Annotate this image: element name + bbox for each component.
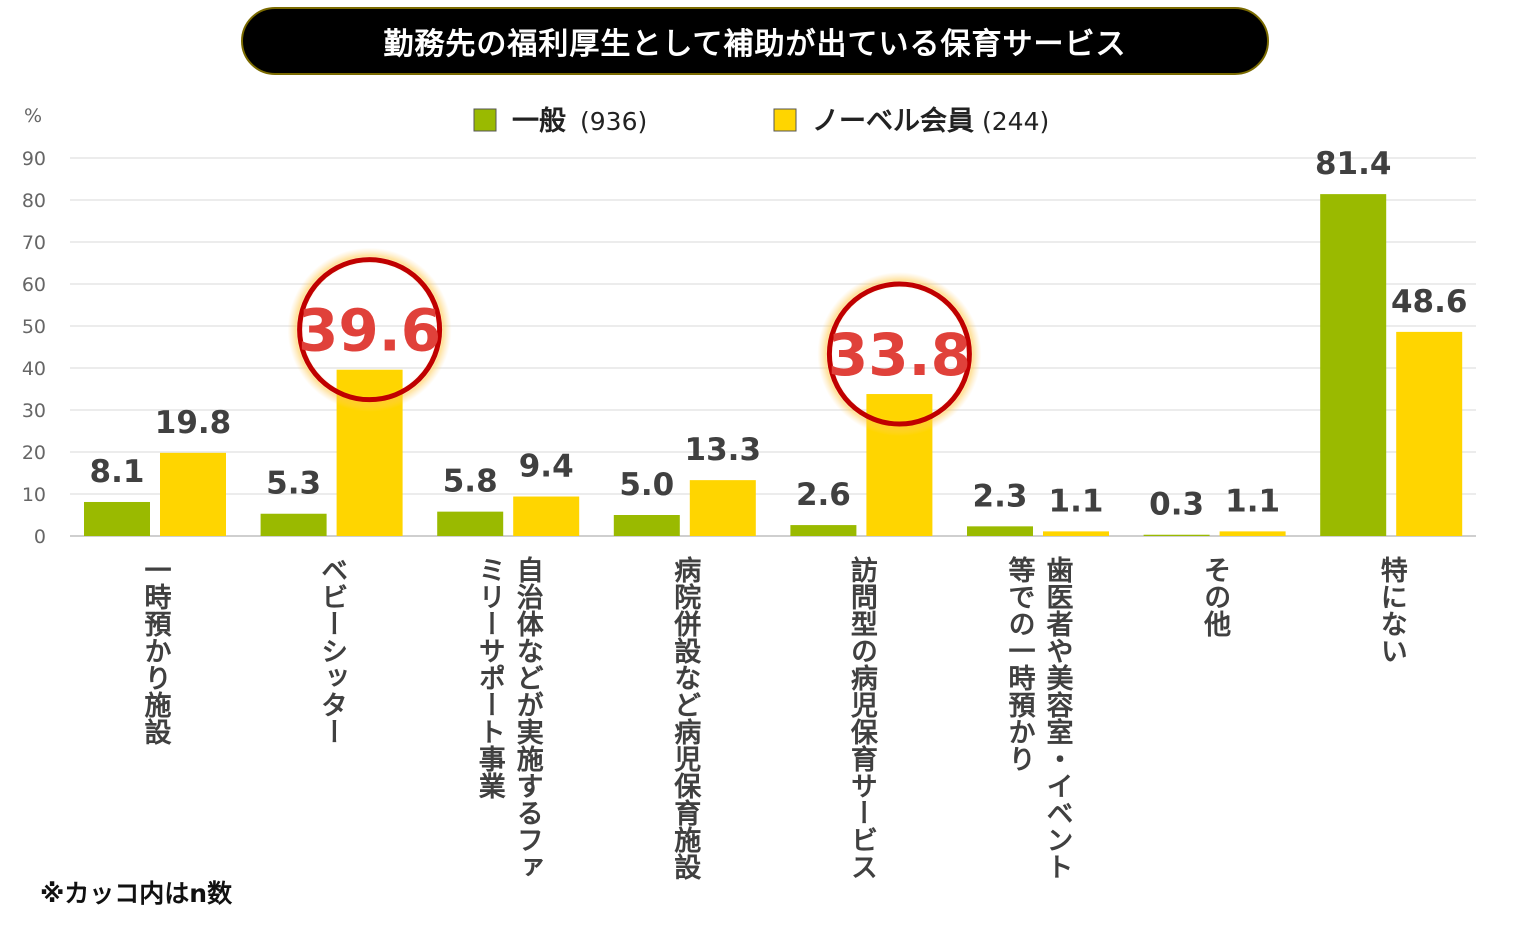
y-tick-label: 80: [22, 190, 46, 212]
value-label: 48.6: [1391, 284, 1468, 320]
value-label: 5.3: [266, 466, 321, 502]
bar-general-6: [1143, 534, 1210, 536]
value-label: 2.6: [796, 477, 851, 513]
value-label: 1.1: [1225, 483, 1280, 519]
y-axis-unit: %: [24, 105, 42, 127]
bar-member-3: [689, 480, 756, 536]
title-banner: 勤務先の福利厚生として補助が出ている保育サービス: [241, 7, 1269, 75]
value-label: 0.3: [1149, 487, 1204, 523]
bar-general-4: [790, 525, 857, 536]
category-label: 訪問型の病児保育サービス: [846, 555, 879, 880]
category-label: 等での一時預かり: [1004, 555, 1036, 772]
bar-member-0: [160, 452, 226, 536]
bar-general-2: [437, 511, 504, 536]
value-label: 8.1: [90, 454, 145, 490]
legend-count: (244): [982, 107, 1049, 136]
value-label: 9.4: [519, 449, 574, 485]
category-label: ミリーサポート事業: [474, 556, 506, 799]
highlight-circle: [297, 257, 443, 403]
highlight-glow: [817, 272, 982, 437]
category-label: 病院併設など病児保育施設: [669, 556, 702, 880]
value-label: 19.8: [155, 405, 232, 441]
legend-label: 一般: [512, 105, 566, 137]
legend-swatch-member: [773, 108, 797, 132]
value-label: 2.3: [973, 478, 1028, 514]
value-label: 13.3: [685, 432, 762, 468]
y-tick-label: 20: [22, 442, 46, 464]
bar-member-2: [513, 496, 580, 536]
bar-member-7: [1396, 331, 1463, 536]
value-label: 81.4: [1315, 146, 1392, 182]
value-label: 5.0: [619, 467, 674, 503]
category-label: 自治体などが実施するファ: [512, 555, 544, 880]
y-tick-label: 0: [34, 526, 46, 548]
footnote: ※カッコ内はn数: [40, 879, 233, 908]
value-label: 1.1: [1049, 483, 1104, 519]
category-label: 特にない: [1376, 556, 1408, 664]
chart-title: 勤務先の福利厚生として補助が出ている保育サービス: [383, 27, 1127, 62]
category-label: 歯医者や美容室・イベント: [1042, 556, 1074, 880]
y-tick-label: 10: [22, 484, 46, 506]
legend-label: ノーベル会員: [812, 106, 974, 137]
legend-swatch-general: [473, 108, 497, 132]
highlight-glow: [287, 247, 452, 412]
highlight-value-label: 39.6: [298, 297, 441, 365]
highlight-circle: [826, 281, 972, 427]
category-label: その他: [1199, 556, 1232, 637]
y-tick-label: 60: [22, 274, 46, 296]
category-label: ベビーシッター: [316, 556, 347, 745]
y-tick-label: 40: [22, 358, 46, 380]
value-label: 5.8: [443, 464, 498, 500]
y-tick-label: 30: [22, 400, 46, 422]
bar-general-5: [967, 526, 1033, 536]
category-label: 一時預かり施設: [140, 556, 172, 745]
bar-general-3: [613, 515, 680, 536]
bar-general-1: [260, 513, 327, 536]
y-tick-label: 70: [22, 232, 46, 254]
bar-general-7: [1320, 194, 1387, 536]
y-tick-label: 50: [22, 316, 46, 338]
bar-member-5: [1043, 531, 1109, 536]
y-tick-label: 90: [22, 148, 46, 170]
legend-count: (936): [580, 107, 647, 136]
highlight-value-label: 33.8: [828, 321, 971, 389]
bar-member-6: [1219, 531, 1286, 536]
bar-general-0: [84, 501, 150, 536]
